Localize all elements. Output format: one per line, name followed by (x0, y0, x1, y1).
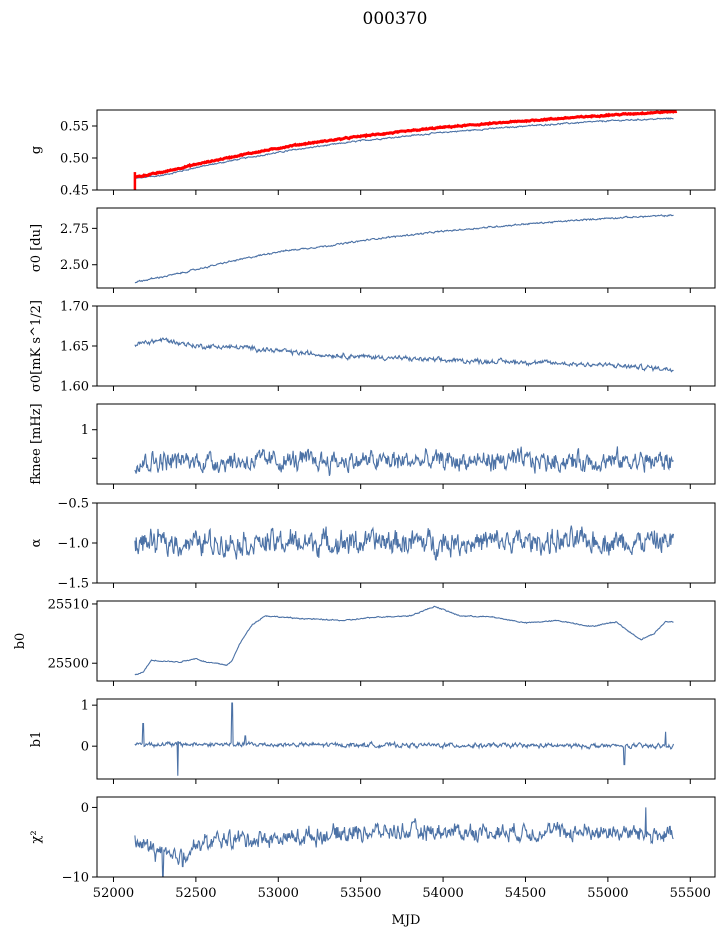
shared-x-axis: 52000 52500 53000 53500 54000 54500 55000 55500 (93, 886, 711, 901)
panel-4: 1 fknee [mHz] (29, 403, 716, 489)
series-line-1 (134, 337, 674, 373)
y-axis-label: b0 (13, 633, 28, 650)
series-line-1 (134, 525, 675, 561)
y-tick-label: 0 (81, 801, 89, 816)
panel-frame (96, 305, 716, 387)
y-tick-label: 0.50 (60, 152, 89, 167)
panel-frame (96, 207, 716, 289)
panel-6: 25500 25510 b0 (13, 597, 716, 686)
y-tick-label: 0.55 (60, 120, 89, 135)
panel-5: −1.5 −1.0 −0.5 α (29, 497, 716, 592)
y-axis-label: fknee [mHz] (29, 403, 44, 484)
y-tick-label: 0.45 (60, 184, 89, 199)
figure-title: 000370 (363, 9, 428, 29)
y-axis-label: g (29, 146, 44, 154)
y-axis-label: σ0[mK s^1/2] (29, 300, 44, 392)
y-axis-label: χ² (29, 830, 44, 843)
y-tick-label: −1.0 (57, 537, 89, 552)
panel-frame (96, 403, 716, 485)
panels: 0.45 0.50 0.55 g 2.50 2.75 σ0 [du] 1.60 1.65 1.70… (13, 109, 716, 886)
panel-frame (96, 600, 716, 682)
series-line-1 (134, 605, 674, 676)
y-tick-label: −1.5 (57, 577, 89, 592)
y-axis-label: α (29, 538, 44, 547)
series-line-1 (134, 446, 674, 476)
x-tick-label: 54500 (505, 886, 546, 901)
panel-3: 1.60 1.65 1.70 σ0[mK s^1/2] (29, 300, 716, 395)
y-axis-label: σ0 [du] (29, 224, 44, 272)
x-tick-label: 52500 (175, 886, 216, 901)
series-line-1 (134, 117, 674, 179)
x-tick-label: 53500 (340, 886, 381, 901)
panel-7: 0 1 b1 (29, 698, 716, 784)
series-line-1 (134, 807, 674, 877)
x-axis-label: MJD (392, 913, 421, 928)
y-tick-label: 1 (81, 423, 89, 438)
y-tick-label: 1 (81, 699, 89, 714)
series-line-1 (134, 213, 674, 284)
y-tick-label: 2.75 (60, 222, 89, 237)
panel-1: 0.45 0.50 0.55 g (29, 109, 716, 199)
y-tick-label: 25510 (48, 597, 89, 612)
panel-frame (96, 698, 716, 780)
y-axis-label: b1 (29, 731, 44, 748)
x-tick-label: 52000 (93, 886, 134, 901)
y-tick-label: 1.70 (60, 300, 89, 315)
y-tick-label: 1.65 (60, 340, 89, 355)
x-tick-label: 54000 (422, 886, 463, 901)
x-tick-label: 55000 (587, 886, 628, 901)
y-tick-label: −10 (62, 871, 89, 886)
y-tick-label: −0.5 (57, 497, 89, 512)
series-line-2 (134, 110, 678, 179)
y-tick-label: 0 (81, 740, 89, 755)
y-tick-label: 1.60 (60, 380, 89, 395)
series-line-1 (134, 702, 675, 776)
panel-2: 2.50 2.75 σ0 [du] (29, 207, 716, 293)
panel-frame (96, 796, 716, 878)
x-tick-label: 53000 (258, 886, 299, 901)
y-tick-label: 2.50 (60, 258, 89, 273)
y-tick-label: 25500 (48, 657, 89, 672)
x-tick-label: 55500 (670, 886, 711, 901)
panel-8: −10 0 χ² (29, 796, 716, 886)
panel-frame (96, 109, 716, 191)
